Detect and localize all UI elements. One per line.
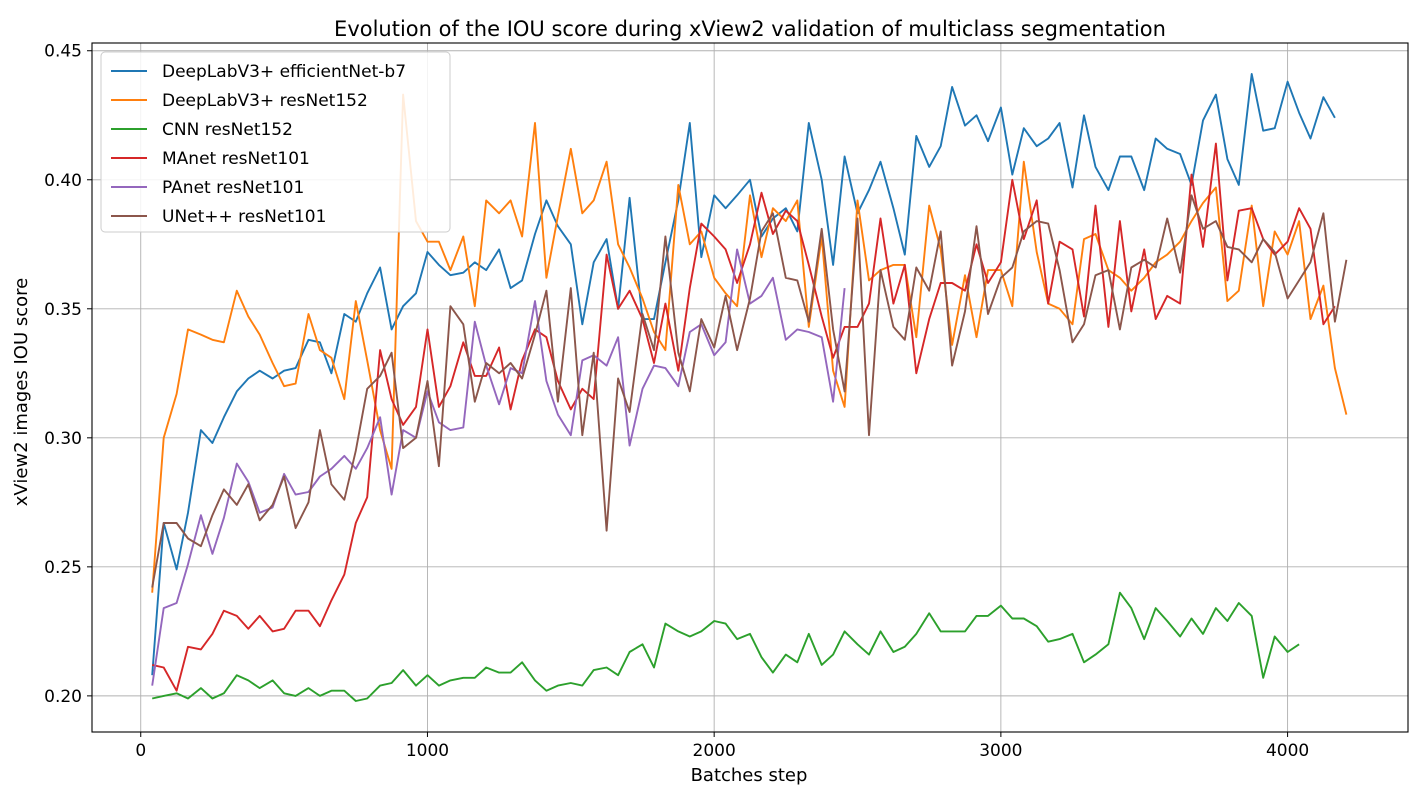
series-manet-resnet101 xyxy=(151,142,1336,692)
series-cnn-resnet152 xyxy=(151,591,1300,702)
x-tick-label: 4000 xyxy=(1266,741,1309,761)
y-tick-label: 0.25 xyxy=(44,558,82,578)
series-lines xyxy=(151,73,1348,702)
axes-frame xyxy=(91,42,1409,733)
series-line-manet-resnet101 xyxy=(151,142,1336,692)
legend-label: UNet++ resNet101 xyxy=(162,207,326,227)
y-tick-label: 0.20 xyxy=(44,687,82,707)
series-unet-resnet101 xyxy=(151,194,1348,588)
x-tick-label: 1000 xyxy=(406,741,449,761)
y-tick-label: 0.40 xyxy=(44,171,82,191)
y-tick-label: 0.45 xyxy=(44,42,82,62)
legend-label: PAnet resNet101 xyxy=(162,178,304,198)
series-line-deeplabv3-efficientnet-b7 xyxy=(151,73,1336,676)
legend-label: DeepLabV3+ efficientNet-b7 xyxy=(162,62,406,82)
x-tick-label: 2000 xyxy=(693,741,736,761)
series-line-unet-resnet101 xyxy=(151,194,1348,588)
legend: DeepLabV3+ efficientNet-b7 DeepLabV3+ res… xyxy=(100,51,451,233)
series-deeplabv3-efficientnet-b7 xyxy=(151,73,1336,676)
chart-title: Evolution of the IOU score during xView2… xyxy=(334,17,1166,41)
legend-label: CNN resNet152 xyxy=(162,120,293,140)
x-axis-label: Batches step xyxy=(691,765,808,786)
series-line-cnn-resnet152 xyxy=(151,591,1300,702)
y-tick-label: 0.30 xyxy=(44,429,82,449)
legend-label: DeepLabV3+ resNet152 xyxy=(162,91,368,111)
y-tick-label: 0.35 xyxy=(44,300,82,320)
x-tick-label: 0 xyxy=(135,741,146,761)
legend-label: MAnet resNet101 xyxy=(162,149,310,169)
legend-box xyxy=(100,51,451,233)
axis-ticks: 0 1000 2000 3000 4000 0.20 0.25 0.30 0.35 0.40 0.4… xyxy=(44,42,1309,761)
x-tick-label: 3000 xyxy=(979,741,1022,761)
y-axis-label: xView2 images IOU score xyxy=(11,278,32,506)
